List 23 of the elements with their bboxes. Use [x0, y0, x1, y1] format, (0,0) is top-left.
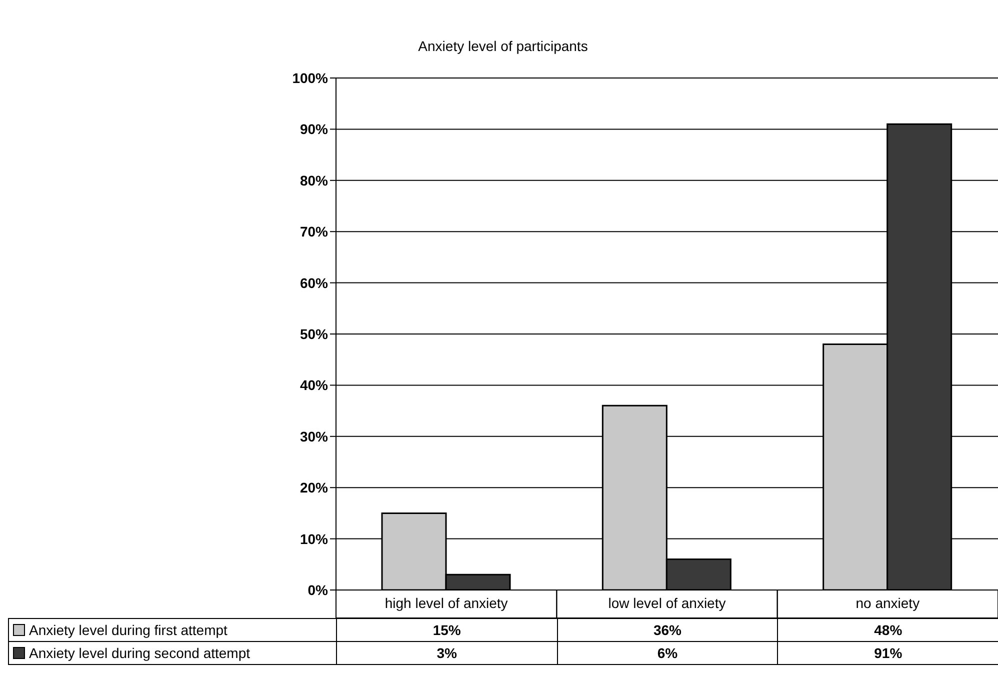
data-label: 48%: [777, 618, 998, 642]
y-tick-label: 0%: [308, 582, 329, 598]
y-tick-label: 40%: [300, 377, 329, 394]
y-tick-label: 50%: [300, 326, 329, 342]
data-label: 15%: [336, 618, 558, 642]
y-tick-label: 90%: [300, 121, 329, 138]
y-tick-label: 10%: [300, 530, 329, 547]
data-label: 91%: [777, 641, 998, 665]
y-tick-label: 20%: [300, 480, 329, 496]
x-tick-label: high level of anxiety: [384, 595, 508, 611]
data-label: 3%: [336, 641, 558, 665]
y-tick-label: 70%: [300, 224, 329, 240]
y-tick-label: 80%: [300, 172, 329, 188]
data-label: 36%: [556, 618, 778, 642]
y-tick-label: 100%: [292, 70, 329, 86]
y-tick-label: 30%: [300, 428, 329, 444]
x-tick-label: no anxiety: [856, 595, 920, 611]
legend-label: Anxiety level during first attempt: [29, 622, 228, 638]
y-tick-label: 60%: [300, 274, 329, 291]
x-tick-label: low level of anxiety: [608, 595, 726, 611]
data-label: 6%: [556, 641, 778, 665]
chart-title: Anxiety level of participants: [417, 38, 589, 54]
legend-label: Anxiety level during second attempt: [29, 645, 250, 661]
